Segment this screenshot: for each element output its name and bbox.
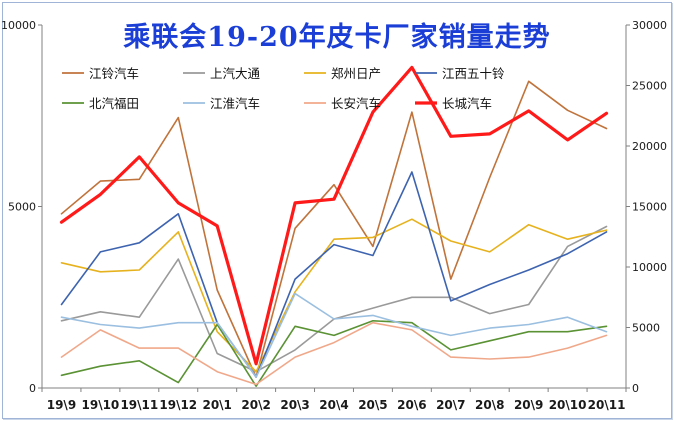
series-line [60, 218, 608, 373]
x-tick-label: 19\9 [47, 398, 76, 412]
left-y-tick-label: 10000 [1, 19, 36, 32]
left-y-tick-label: 0 [29, 382, 36, 395]
legend-label: 长安汽车 [331, 96, 381, 111]
series-line [60, 80, 608, 378]
legend-label: 江西五十铃 [442, 66, 505, 81]
x-tick-label: 20\6 [397, 398, 426, 412]
series-line [60, 225, 608, 373]
x-tick-label: 19\11 [120, 398, 158, 412]
right-y-tick-label: 10000 [632, 261, 667, 274]
x-tick-label: 20\9 [514, 398, 543, 412]
right-y-tick-label: 5000 [632, 322, 660, 335]
legend-label: 上汽大通 [210, 66, 261, 81]
x-tick-label: 20\3 [280, 398, 309, 412]
x-tick-label: 19\10 [82, 398, 120, 412]
legend-label: 长城汽车 [442, 96, 492, 111]
chart-title: 乘联会19-20年皮卡厂家销量走势 [122, 21, 550, 53]
legend-label: 北汽福田 [89, 96, 139, 111]
x-tick-label: 20\10 [549, 398, 587, 412]
right-y-tick-label: 30000 [632, 19, 667, 32]
right-y-tick-label: 25000 [632, 80, 667, 93]
x-tick-label: 20\8 [475, 398, 504, 412]
x-tick-label: 20\5 [358, 398, 387, 412]
series-line [60, 292, 608, 378]
series-line [60, 171, 608, 378]
x-tick-label: 20\7 [436, 398, 465, 412]
x-tick-label: 20\2 [241, 398, 270, 412]
right-y-tick-label: 20000 [632, 140, 667, 153]
right-y-tick-label: 0 [632, 382, 639, 395]
x-tick-label: 19\12 [159, 398, 197, 412]
left-y-tick-label: 5000 [8, 201, 36, 214]
right-y-tick-label: 15000 [632, 201, 667, 214]
x-tick-label: 20\1 [202, 398, 231, 412]
legend-label: 江铃汽车 [89, 66, 139, 81]
series-line [60, 321, 608, 386]
series-line [60, 319, 608, 388]
legend-label: 江淮汽车 [210, 96, 260, 111]
legend-label: 郑州日产 [331, 66, 381, 81]
x-tick-label: 20\11 [588, 398, 626, 412]
series-line [59, 65, 609, 366]
series-layer [59, 65, 609, 388]
axes: 0 5000 10000 0 5000 10000 15000 20000 25000 30000… [1, 19, 667, 412]
x-tick-label: 20\4 [319, 398, 348, 412]
